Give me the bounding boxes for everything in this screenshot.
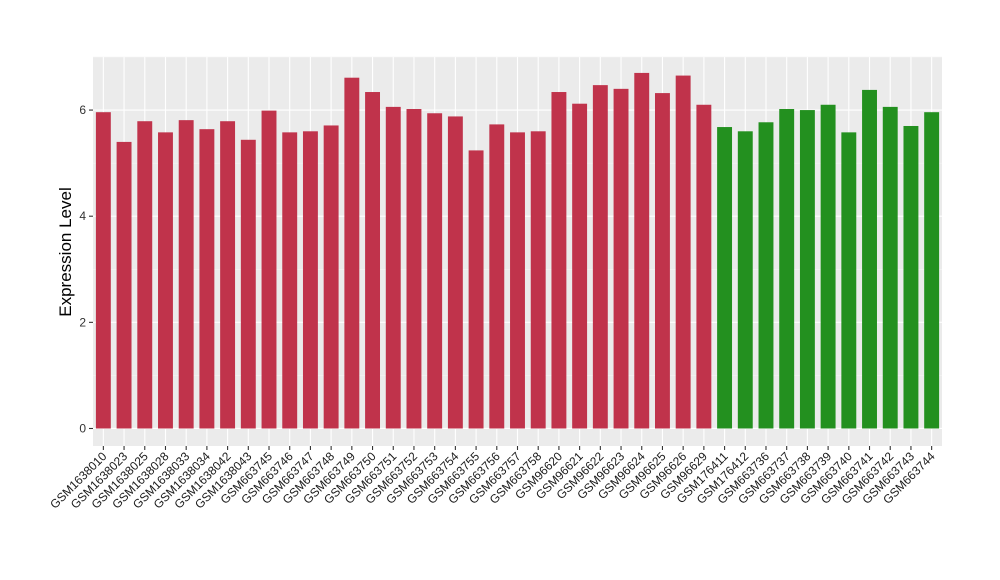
y-axis: 0 2 4 6 (79, 103, 93, 435)
y-tick-label: 6 (79, 103, 86, 117)
bar-GSM1638025 (137, 121, 153, 429)
bar-GSM663757 (510, 132, 525, 429)
bar-GSM663745 (261, 110, 277, 429)
bar-GSM96622 (592, 85, 608, 429)
bar-GSM1638034 (199, 129, 215, 429)
bar-GSM663736 (758, 122, 774, 429)
y-axis-title: Expression Level (56, 187, 75, 316)
y-tick-label: 2 (79, 315, 86, 329)
y-tick-label: 4 (79, 209, 86, 223)
bar-GSM96621 (572, 103, 588, 429)
bar-GSM663752 (406, 109, 422, 429)
bar-GSM663741 (862, 89, 877, 429)
bar-GSM663753 (427, 113, 443, 429)
bar-GSM1638010 (95, 112, 111, 429)
bar-GSM663750 (365, 92, 381, 429)
bar-GSM96624 (634, 72, 650, 429)
bar-GSM663738 (799, 110, 815, 429)
bar-GSM96623 (613, 88, 629, 429)
x-axis: GSM1638010GSM1638023GSM1638025GSM1638028… (47, 446, 938, 511)
bar-GSM663747 (302, 131, 318, 429)
bar-GSM663739 (820, 104, 836, 429)
bar-GSM176411 (717, 127, 733, 429)
bar-GSM663754 (447, 116, 463, 429)
bars (95, 72, 940, 429)
bar-GSM663749 (344, 77, 360, 429)
bar-GSM1638028 (158, 132, 173, 429)
bar-GSM663751 (385, 106, 401, 429)
bar-GSM663756 (489, 124, 505, 429)
bar-GSM96629 (696, 104, 712, 429)
bar-GSM663737 (779, 109, 795, 429)
bar-GSM663742 (882, 106, 898, 429)
y-tick-label: 0 (79, 421, 86, 435)
bar-GSM663746 (282, 132, 298, 429)
bar-GSM663755 (468, 150, 484, 429)
bar-GSM1638042 (220, 121, 236, 429)
bar-GSM663744 (924, 112, 940, 429)
bar-GSM663748 (323, 125, 339, 429)
bar-GSM96625 (654, 93, 670, 429)
bar-GSM1638033 (178, 120, 194, 429)
bar-GSM663758 (530, 131, 546, 429)
bar-GSM176412 (737, 131, 753, 429)
bar-GSM663740 (841, 132, 857, 429)
bar-GSM1638023 (116, 141, 132, 429)
bar-GSM96620 (551, 92, 567, 429)
bar-GSM96626 (675, 75, 691, 429)
bar-GSM663743 (903, 125, 919, 429)
bar-GSM1638043 (240, 139, 256, 429)
